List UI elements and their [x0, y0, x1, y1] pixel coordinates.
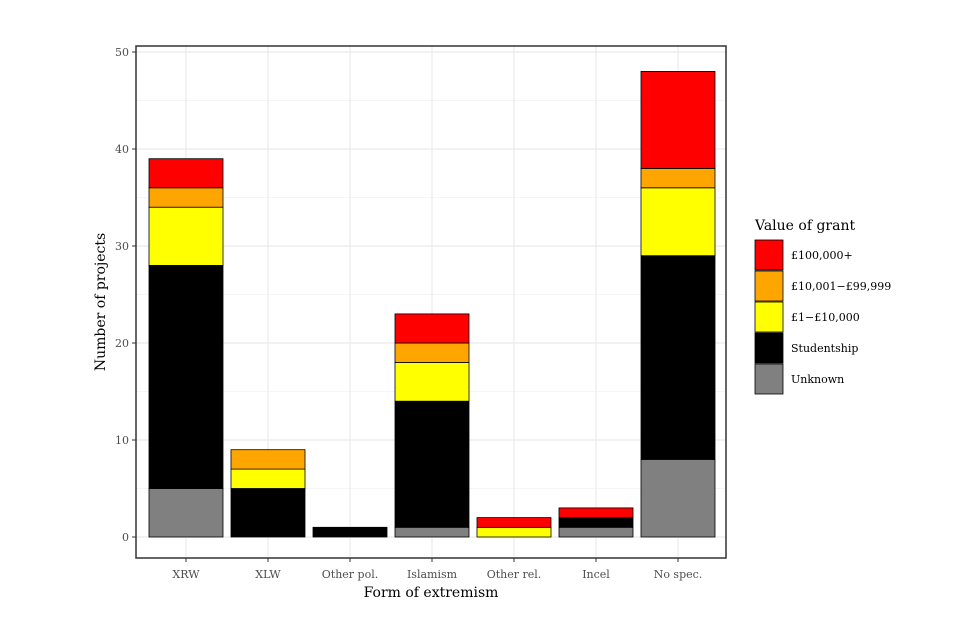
y-tick-label: 40	[115, 143, 129, 156]
legend-swatch	[754, 301, 784, 333]
x-axis-title: Form of extremism	[364, 585, 499, 601]
legend-label: £1−£10,000	[791, 311, 860, 324]
bar-segment	[640, 167, 716, 189]
legend-label: £10,001−£99,999	[791, 280, 891, 293]
bar-segment	[394, 361, 470, 402]
legend-swatch	[754, 239, 784, 271]
legend-title: Value of grant	[754, 218, 855, 234]
x-tick-label: Other pol.	[322, 568, 378, 581]
x-tick-label: Other rel.	[487, 568, 542, 581]
bar-segment	[640, 458, 716, 538]
x-tick-label: XLW	[255, 568, 281, 581]
x-tick-label: XRW	[172, 568, 200, 581]
bar-segment	[148, 187, 224, 208]
legend: Value of grant £100,000+ £10,001−£99,999 £…	[754, 218, 891, 395]
y-tick-label: 0	[122, 531, 129, 544]
y-tick-label: 20	[115, 337, 129, 350]
x-tick-label: No spec.	[654, 568, 703, 581]
legend-label: Unknown	[791, 373, 844, 386]
legend-swatch	[754, 363, 784, 395]
bar-segment	[230, 449, 306, 470]
bar-segment	[394, 313, 470, 344]
bar-segment	[230, 488, 306, 538]
x-axis-ticks: XRW XLW Other pol. Islamism Other rel. Incel N…	[172, 558, 702, 581]
bar-segment	[394, 526, 470, 538]
x-tick-label: Islamism	[407, 568, 458, 581]
bar-segment	[476, 526, 552, 538]
legend-swatch	[754, 332, 784, 364]
plot-panel-border	[135, 45, 727, 559]
y-axis-title: Number of projects	[93, 233, 109, 371]
bars	[148, 71, 716, 538]
bar-segment	[640, 187, 716, 257]
bar-segment	[640, 255, 716, 460]
y-tick-label: 30	[115, 240, 129, 253]
bar-segment	[312, 526, 388, 538]
bar-segment	[558, 507, 634, 518]
bar-segment	[640, 71, 716, 169]
y-tick-label: 10	[115, 434, 129, 447]
bar-segment	[394, 400, 470, 528]
bar-segment	[148, 206, 224, 266]
bar-segment	[148, 158, 224, 189]
bar-segment	[148, 488, 224, 538]
legend-label: Studentship	[791, 342, 858, 355]
bar-segment	[558, 517, 634, 528]
y-tick-label: 50	[115, 46, 129, 59]
x-tick-label: Incel	[582, 568, 610, 581]
bar-segment	[394, 342, 470, 363]
y-axis-ticks: 0 10 20 30 40 50	[115, 46, 136, 544]
bar-segment	[476, 517, 552, 528]
legend-label: £100,000+	[791, 249, 853, 262]
legend-swatch	[754, 270, 784, 302]
bar-segment	[558, 526, 634, 538]
bar-segment	[230, 468, 306, 489]
bar-segment	[148, 264, 224, 489]
